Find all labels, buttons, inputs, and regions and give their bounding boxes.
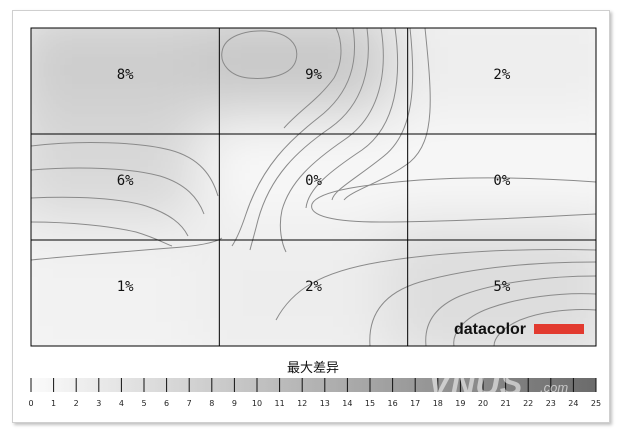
scale-tick-label-18: 18 (433, 399, 443, 408)
heatmap-shading (31, 28, 596, 346)
scale-tick-label-3: 3 (96, 399, 101, 408)
contour-bottom-right-2 (453, 293, 596, 346)
contour-line-4 (279, 28, 384, 253)
logo-accent-bar (534, 324, 584, 334)
contour-left-4 (31, 221, 173, 247)
cell-value-1-1: 0% (305, 173, 322, 189)
contour-line-3 (249, 28, 369, 251)
scale-tick-labels: 0 1 2 3 4 5 6 7 8 9 10 11 12 13 14 15 16 17 18 19 20 21 22 23 24… (28, 399, 601, 408)
cell-value-1-2: 0% (493, 173, 510, 189)
contour-bottom-mid-1 (275, 249, 596, 321)
scale-tick-label-14: 14 (342, 399, 352, 408)
scale-tick-label-4: 4 (119, 399, 124, 408)
contour-line-5 (305, 28, 399, 209)
contour-bottom-right-3 (493, 309, 596, 346)
site-watermark: VNUS .com (428, 365, 568, 403)
scale-tick-label-19: 19 (455, 399, 465, 408)
scale-ticks (30, 378, 597, 392)
contour-line-7 (343, 28, 431, 201)
scale-tick-label-9: 9 (232, 399, 237, 408)
scale-tick-label-24: 24 (568, 399, 578, 408)
scale-tick-label-23: 23 (546, 399, 556, 408)
scale-tick-label-5: 5 (141, 399, 146, 408)
contour-left-3 (31, 196, 189, 237)
scale-tick-label-2: 2 (74, 399, 79, 408)
contour-left-2 (31, 167, 205, 215)
scale-tick-label-25: 25 (591, 399, 601, 408)
scale-tick-label-1: 1 (51, 399, 56, 408)
contour-loop-right (311, 177, 596, 223)
datacolor-logo: datacolor (454, 321, 584, 338)
watermark-suffix: .com (540, 380, 568, 395)
logo-text: datacolor (454, 321, 526, 338)
contour-bottom-left (31, 237, 223, 261)
cell-value-1-0: 6% (117, 173, 134, 189)
contour-bottom-mid-2 (369, 261, 596, 346)
scale-gradient-bar (31, 378, 596, 392)
scale-tick-label-20: 20 (478, 399, 488, 408)
scale-tick-label-15: 15 (365, 399, 375, 408)
scale-tick-label-21: 21 (501, 399, 511, 408)
contour-peak-ring (221, 30, 298, 79)
scale-tick-label-16: 16 (388, 399, 398, 408)
contour-bottom-right-1 (425, 275, 596, 346)
scale-tick-label-8: 8 (209, 399, 214, 408)
contour-line-6 (331, 28, 414, 201)
cell-value-0-0: 8% (117, 67, 134, 83)
scale-title: 最大差异 (287, 361, 339, 376)
cell-value-0-2: 2% (493, 67, 510, 83)
cell-value-0-1: 9% (305, 67, 322, 83)
scale-tick-label-17: 17 (410, 399, 420, 408)
grid-border (30, 27, 597, 347)
scale-tick-label-0: 0 (28, 399, 33, 408)
watermark-text: VNUS (428, 365, 523, 403)
contour-left-1 (31, 142, 219, 197)
contour-lines (31, 28, 596, 346)
cell-value-2-2: 5% (493, 279, 510, 295)
scale-tick-label-22: 22 (523, 399, 533, 408)
scale-tick-label-10: 10 (252, 399, 262, 408)
scale-tick-label-7: 7 (187, 399, 192, 408)
cell-grid (30, 27, 597, 347)
cell-value-2-1: 2% (305, 279, 322, 295)
scale-tick-label-11: 11 (275, 399, 285, 408)
contour-line-2 (231, 28, 356, 247)
scale-tick-label-6: 6 (164, 399, 169, 408)
cell-labels: 8% 9% 2% 6% 0% 0% 1% 2% 5% (117, 67, 511, 295)
scale-tick-label-13: 13 (320, 399, 330, 408)
cell-value-2-0: 1% (117, 279, 134, 295)
contour-line-1 (283, 28, 342, 129)
scale-tick-label-12: 12 (297, 399, 307, 408)
